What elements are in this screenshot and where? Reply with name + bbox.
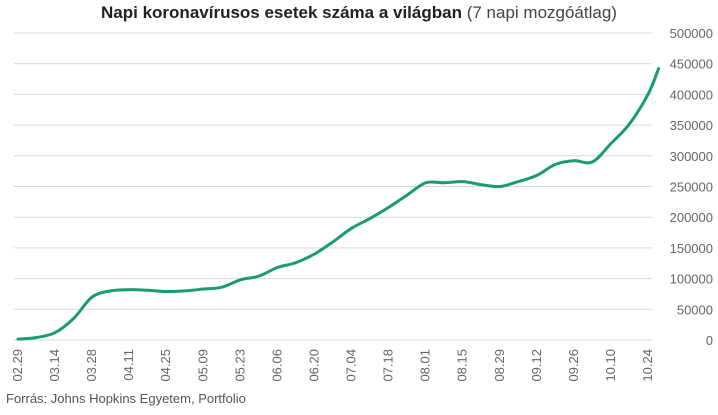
x-tick-label: 02.29 [10, 349, 25, 382]
x-tick-label: 10.24 [640, 349, 655, 382]
series-line [16, 67, 661, 341]
x-tick-label: 03.14 [47, 349, 62, 382]
x-tick-label: 05.09 [195, 349, 210, 382]
x-tick-label: 08.15 [455, 349, 470, 382]
y-tick-label: 500000 [670, 26, 713, 41]
x-tick-label: 06.06 [269, 349, 284, 382]
x-tick-label: 03.28 [84, 349, 99, 382]
chart-title-sub: (7 napi mozgóátlag) [466, 3, 617, 22]
y-tick-label: 350000 [670, 118, 713, 133]
x-tick-label: 05.23 [232, 349, 247, 382]
x-tick-label: 07.04 [344, 349, 359, 382]
y-tick-label: 250000 [670, 180, 713, 195]
x-tick-label: 06.20 [306, 349, 321, 382]
x-tick-label: 10.10 [603, 349, 618, 382]
y-tick-label: 200000 [670, 210, 713, 225]
x-tick-label: 07.18 [381, 349, 396, 382]
y-tick-label: 150000 [670, 241, 713, 256]
chart-title-main: Napi koronavírusos esetek száma a világb… [101, 3, 462, 22]
x-tick-label: 08.29 [492, 349, 507, 382]
line-chart: 0 50000 100000 150000 200000 250000 300000 3500… [10, 26, 713, 382]
x-tick-label: 08.01 [418, 349, 433, 382]
y-tick-label: 300000 [670, 149, 713, 164]
y-tick-label: 450000 [670, 57, 713, 72]
x-tick-label: 04.11 [121, 349, 136, 381]
x-tick-label: 04.25 [158, 349, 173, 382]
chart-title: Napi koronavírusos esetek száma a világb… [0, 3, 718, 23]
x-tick-label: 09.12 [529, 349, 544, 382]
source-note: Forrás: Johns Hopkins Egyetem, Portfolio [6, 391, 246, 406]
x-tick-label: 09.26 [566, 349, 581, 382]
y-tick-label: 100000 [670, 272, 713, 287]
y-tick-label: 50000 [677, 302, 713, 317]
y-tick-label: 400000 [670, 87, 713, 102]
y-tick-label: 0 [706, 333, 713, 348]
